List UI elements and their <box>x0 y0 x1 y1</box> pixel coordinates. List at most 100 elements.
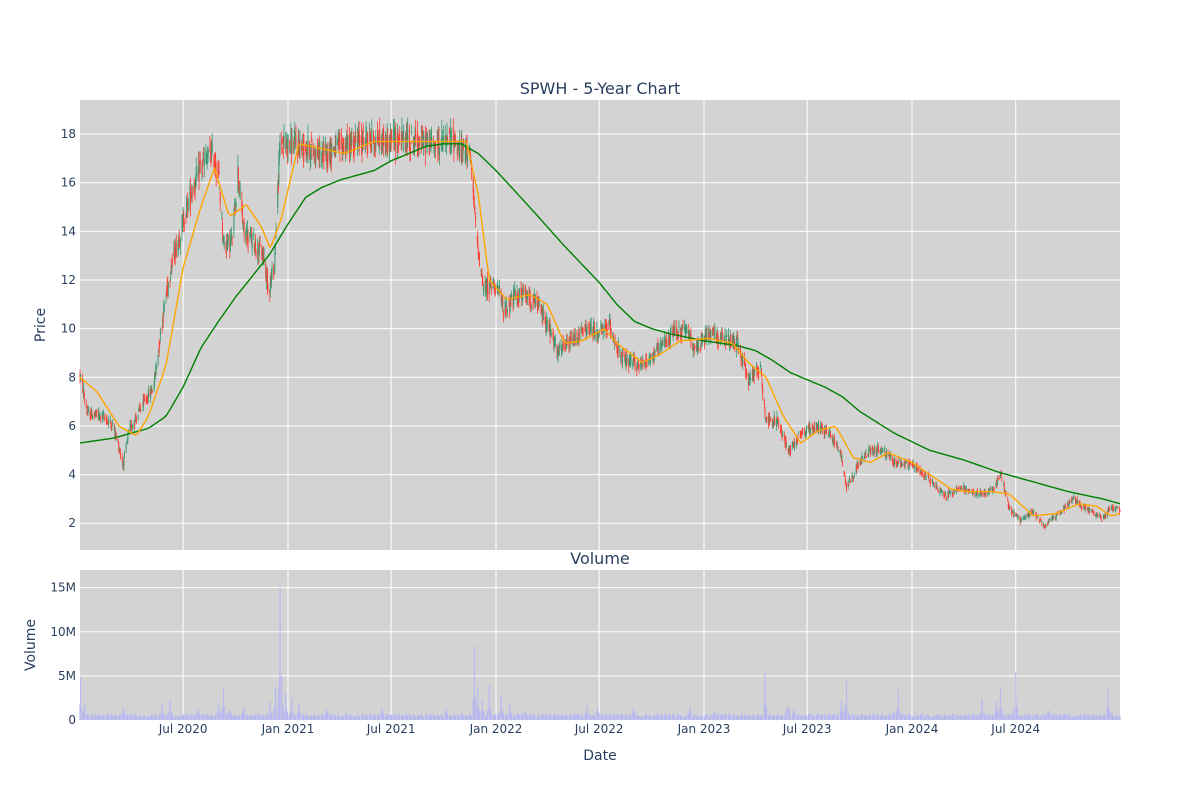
candle <box>165 292 167 304</box>
volume-bar <box>805 715 808 720</box>
moving-average-short-line <box>79 140 1121 517</box>
volume-bar <box>473 645 475 720</box>
volume-bar <box>231 716 233 720</box>
candle <box>765 418 767 424</box>
candle <box>849 478 851 481</box>
candle <box>776 411 778 427</box>
volume-bar <box>285 693 287 720</box>
candle <box>1110 505 1112 510</box>
volume-bar <box>179 714 181 720</box>
volume-bar <box>454 716 457 720</box>
candle <box>837 446 839 451</box>
candle <box>713 334 715 340</box>
candle <box>427 132 429 146</box>
volume-bar <box>762 714 764 720</box>
volume-bar <box>530 713 532 720</box>
candle <box>964 484 966 491</box>
candle <box>326 143 328 172</box>
candle <box>775 418 777 431</box>
candle <box>827 434 829 438</box>
candle <box>797 434 799 438</box>
candle <box>752 366 754 382</box>
volume-bar <box>107 715 110 720</box>
candle <box>798 430 800 435</box>
candle <box>1023 515 1025 521</box>
candle <box>524 285 526 296</box>
candle <box>573 328 575 346</box>
candle <box>884 445 886 452</box>
candle <box>209 150 211 163</box>
volume-bar <box>518 715 520 720</box>
candle <box>150 387 152 395</box>
candle <box>977 493 979 499</box>
candle <box>749 373 751 386</box>
candle <box>893 459 895 468</box>
volume-bar <box>263 716 265 720</box>
volume-bar <box>79 677 82 720</box>
volume-bar <box>478 711 481 720</box>
candle <box>333 146 335 155</box>
candle <box>1015 512 1017 517</box>
candle <box>541 305 543 324</box>
volume-bar <box>195 714 197 720</box>
volume-bar <box>411 715 413 720</box>
candle <box>509 294 511 314</box>
candle <box>1020 518 1022 522</box>
candle <box>115 433 117 440</box>
candle <box>147 385 149 403</box>
candle <box>945 490 947 496</box>
candle <box>872 447 874 456</box>
volume-bar <box>462 716 465 720</box>
candle <box>323 141 325 170</box>
candle <box>992 488 994 492</box>
volume-bar <box>87 715 90 720</box>
candle <box>374 140 376 158</box>
volume-bar <box>367 717 369 720</box>
candle <box>1102 514 1104 520</box>
price-tick-label: 16 <box>61 176 76 190</box>
volume-bar <box>383 713 385 720</box>
volume-bar <box>415 716 417 720</box>
volume-bar <box>257 713 259 720</box>
candle <box>472 172 474 200</box>
candle <box>455 134 457 147</box>
candle <box>509 304 511 319</box>
candle <box>294 121 296 140</box>
candle <box>766 415 768 424</box>
candle <box>433 143 435 158</box>
price-tick-label: 12 <box>61 273 76 287</box>
price-tick-label: 18 <box>61 127 76 141</box>
volume-bar <box>1009 714 1011 720</box>
volume-bar <box>419 715 421 720</box>
candle <box>780 424 782 434</box>
candle <box>347 134 349 154</box>
candle <box>621 351 623 367</box>
volume-bar <box>103 717 106 720</box>
candle <box>581 325 583 334</box>
candle <box>414 134 416 157</box>
volume-bar <box>1109 711 1111 720</box>
candle <box>271 261 273 280</box>
candle <box>436 129 438 143</box>
candle <box>724 328 726 340</box>
candle <box>105 414 107 425</box>
candle <box>404 132 406 153</box>
moving-average-long-line <box>79 143 1121 505</box>
volume-bar <box>758 715 760 720</box>
candle <box>525 285 527 303</box>
volume-bar <box>566 715 568 720</box>
volume-bar <box>1077 714 1079 720</box>
candle <box>98 411 100 421</box>
volume-bar <box>259 714 261 720</box>
volume-bar <box>937 714 939 720</box>
candle <box>686 326 688 334</box>
volume-bar <box>171 714 173 720</box>
volume-bar <box>187 715 189 720</box>
candle <box>154 371 156 377</box>
candle <box>1037 516 1039 519</box>
candle <box>811 422 813 431</box>
candle <box>374 136 376 157</box>
candle <box>876 451 878 457</box>
candle <box>831 434 833 442</box>
candle <box>747 372 749 391</box>
